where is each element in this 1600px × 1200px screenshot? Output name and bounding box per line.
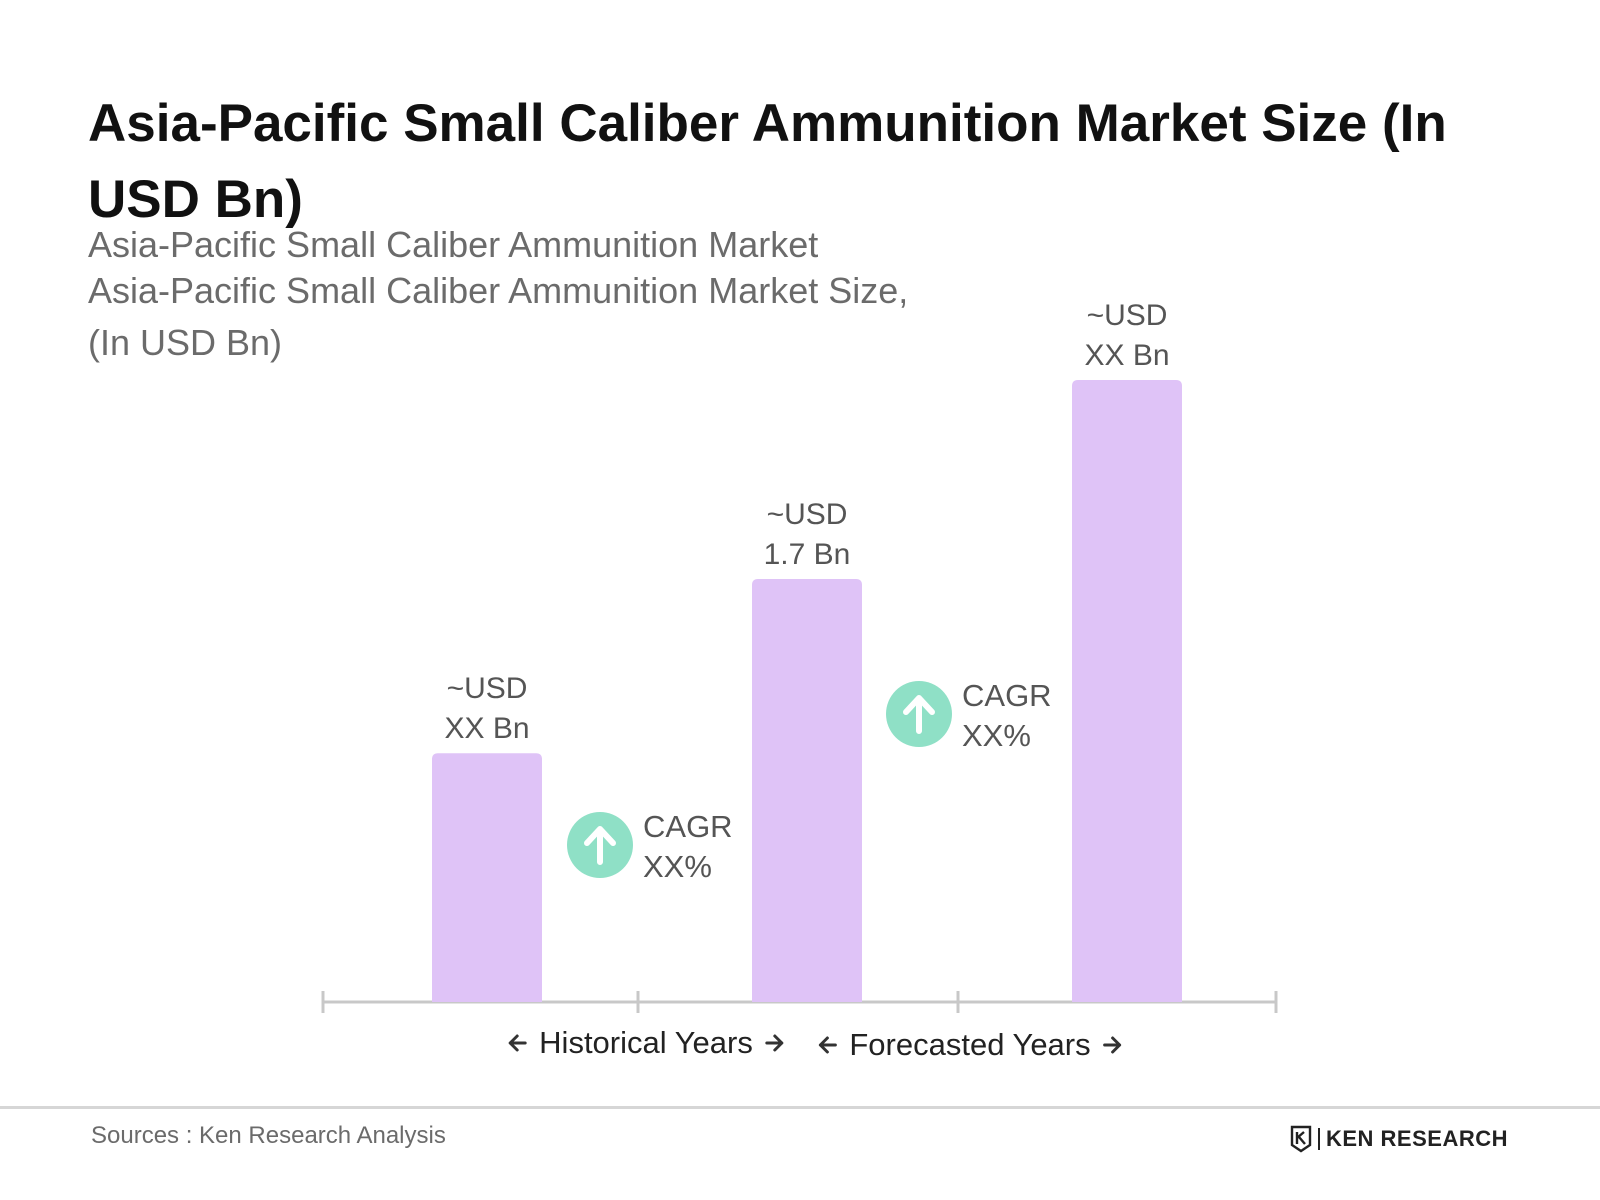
bar-value-label-1-line2: 1.7 Bn xyxy=(764,538,851,571)
period-right-arrow-icon-0 xyxy=(765,1034,784,1052)
bar-2 xyxy=(1072,380,1182,1002)
bar-value-label-0-line1: ~USD xyxy=(447,672,528,705)
brand-name: KEN RESEARCH xyxy=(1317,1128,1508,1150)
bar-value-label-2-line1: ~USD xyxy=(1087,299,1168,332)
cagr-up-arrow-icon-1 xyxy=(903,695,935,734)
period-left-arrow-icon-1 xyxy=(818,1036,837,1054)
cagr-value-1: XX% xyxy=(962,718,1031,753)
period-right-arrow-icon-1 xyxy=(1103,1036,1122,1054)
cagr-value-0: XX% xyxy=(643,849,712,884)
sources-note: Sources : Ken Research Analysis xyxy=(91,1122,446,1149)
bar-value-label-0-line2: XX Bn xyxy=(444,712,529,745)
bar-chart: ~USD XX Bn ~USD 1.7 Bn ~USD XX Bn CAGR XX% CAGR X… xyxy=(321,299,1278,1062)
chart-subtitle: Asia-Pacific Small Caliber Ammunition Ma… xyxy=(88,222,988,366)
cagr-label-1: CAGR xyxy=(962,678,1052,713)
bar-value-label-2-line2: XX Bn xyxy=(1084,339,1169,372)
brand-logo: KEN RESEARCH xyxy=(1290,1124,1508,1154)
bar-0 xyxy=(432,753,542,1002)
period-left-arrow-icon-0 xyxy=(508,1034,527,1052)
bar-1 xyxy=(752,579,862,1002)
footer-divider xyxy=(0,1106,1600,1109)
ken-research-logo-icon xyxy=(1290,1125,1312,1153)
subtitle-line-3: (In USD Bn) xyxy=(88,322,283,363)
cagr-label-0: CAGR xyxy=(643,809,733,844)
bar-value-label-1-line1: ~USD xyxy=(767,498,848,531)
period-label-0: Historical Years xyxy=(539,1025,753,1060)
cagr-up-arrow-icon-0 xyxy=(584,826,616,865)
period-label-1: Forecasted Years xyxy=(849,1027,1090,1062)
chart-title: Asia-Pacific Small Caliber Ammunition Ma… xyxy=(88,94,1447,229)
subtitle-line-2: Asia-Pacific Small Caliber Ammunition Ma… xyxy=(88,270,909,311)
subtitle-line-1: Asia-Pacific Small Caliber Ammunition Ma… xyxy=(88,224,819,265)
